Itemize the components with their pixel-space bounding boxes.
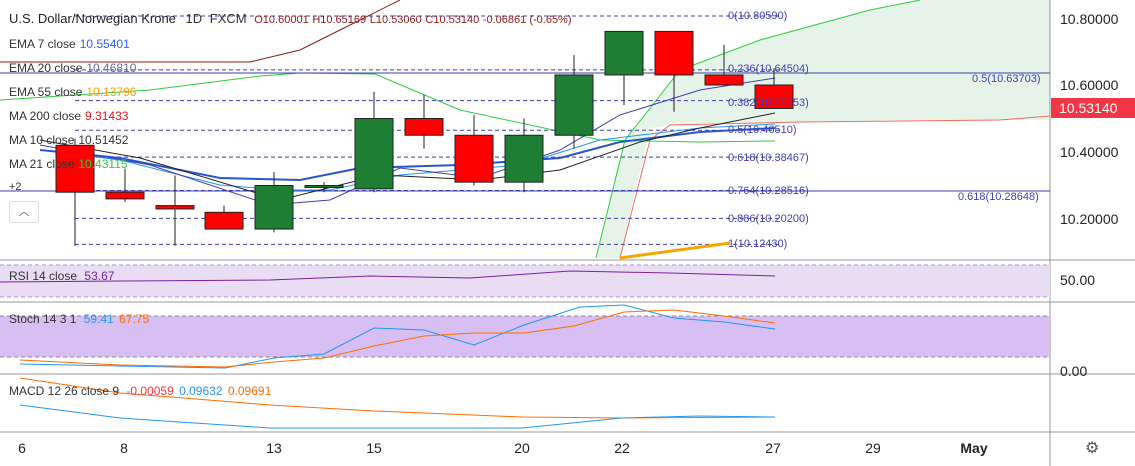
candle-body (454, 134, 494, 183)
gear-icon[interactable]: ⚙ (1085, 440, 1100, 457)
candle-body (254, 185, 294, 230)
rsi-value: 53.67 (84, 269, 115, 283)
time-tick: 22 (614, 440, 630, 456)
indicator-name: EMA 55 close (9, 85, 83, 99)
cloud-edge-red (619, 115, 1051, 259)
symbol-name[interactable]: U.S. Dollar/Norwegian Krone (9, 11, 176, 26)
macd-hist-value: -0.00059 (126, 384, 174, 398)
source: FXCM (209, 11, 247, 26)
time-tick: 27 (765, 440, 781, 456)
indicator-value: 10.46810 (86, 61, 137, 75)
indicator-name: EMA 20 close (9, 61, 83, 75)
fib-level-label: 0.886(10.20200) (728, 213, 809, 225)
fib-right-label: 0.5(10.63703) (972, 73, 1041, 85)
hidden-indicators-count[interactable]: +2 (9, 181, 22, 193)
fib-level-label: 0.764(10.28516) (728, 185, 809, 197)
indicator-value: 10.43115 (78, 157, 128, 171)
rsi-legend: RSI 14 close 53.67 (9, 269, 114, 283)
candle-body (504, 134, 544, 183)
indicator-legend-row[interactable]: MA 21 close 10.43115 (9, 157, 132, 171)
collapse-legend-button[interactable]: ︿ (9, 201, 39, 223)
stoch-k-value: 59.41 (83, 312, 114, 326)
candle-body (204, 211, 244, 230)
chart-header: U.S. Dollar/Norwegian Krone 1D FXCM O10.… (9, 11, 572, 26)
stoch-legend: Stoch 14 3 1 59.41 67.75 (9, 312, 149, 326)
price-tick: 10.20000 (1060, 211, 1119, 227)
rsi-line (0, 270, 776, 283)
close-value: C10.53140 (425, 14, 480, 26)
open-value: O10.60001 (254, 14, 309, 26)
rsi-axis-tick: 50.00 (1060, 272, 1096, 288)
time-tick: May (960, 440, 988, 456)
candle-body (354, 118, 394, 190)
cloud-edge-green (595, 0, 921, 259)
price-tick: 10.60000 (1060, 77, 1119, 93)
price-tick: 10.80000 (1060, 11, 1119, 27)
fib-level-label: 0.5(10.46510) (728, 124, 797, 136)
indicator-legend-row[interactable]: EMA 7 close 10.55401 (9, 37, 134, 51)
indicator-legend-row[interactable]: MA 10 close 10.51452 (9, 133, 132, 147)
ma21-line (0, 72, 776, 143)
price-tick: 10.40000 (1060, 144, 1119, 160)
fib-level-label: 0(10.80590) (728, 10, 788, 22)
indicator-name: EMA 7 close (9, 37, 76, 51)
stoch-label[interactable]: Stoch 14 3 1 (9, 312, 77, 326)
indicator-value: 10.13796 (86, 85, 137, 99)
macd-axis-tick: 0.00 (1060, 363, 1088, 379)
time-tick: 13 (266, 440, 282, 456)
candle-body (55, 144, 95, 193)
macd-signal-value: 0.09691 (227, 384, 272, 398)
candle-body (404, 118, 444, 136)
indicator-name: MA 200 close (9, 109, 82, 123)
indicator-value: 10.55401 (79, 37, 130, 51)
macd-legend: MACD 12 26 close 9 -0.00059 0.09632 0.09… (9, 384, 271, 398)
stoch-d-line (19, 309, 776, 368)
candle-body (654, 30, 694, 76)
high-value: H10.65169 (312, 14, 367, 26)
stoch-d-value: 67.75 (119, 312, 150, 326)
indicator-value: 9.31433 (85, 109, 129, 123)
ema55-orange-line (619, 241, 731, 260)
candle-body (105, 191, 145, 200)
chevron-up-icon: ︿ (18, 206, 30, 218)
time-tick: 29 (865, 440, 881, 456)
ma200-line (0, 0, 401, 63)
ema20-line (39, 77, 776, 206)
candle-body (604, 30, 644, 76)
change-value: -0.06861 (-0.65%) (482, 14, 572, 26)
macd-value: 0.09632 (179, 384, 223, 398)
candle-body (304, 185, 344, 188)
indicator-legend-row[interactable]: EMA 55 close 10.13796 (9, 85, 140, 99)
candle-body (554, 74, 594, 136)
indicator-legend-row[interactable]: EMA 20 close 10.46810 (9, 61, 140, 75)
indicator-legend-row[interactable]: MA 200 close 9.31433 (9, 109, 132, 123)
fib-right-label: 0.618(10.28648) (958, 191, 1039, 203)
indicator-name: MA 21 close (9, 157, 75, 171)
fib-level-label: 0.382(10.55353) (728, 97, 809, 109)
fib-level-label: 1(10.12430) (728, 238, 788, 250)
indicator-value: 10.51452 (78, 133, 129, 147)
cloud-area (596, 0, 1050, 258)
interval[interactable]: 1D (185, 11, 203, 26)
indicator-name: MA 10 close (9, 133, 75, 147)
candle-body (704, 74, 744, 86)
time-tick: 6 (18, 440, 26, 456)
fib-level-label: 0.236(10.64504) (728, 63, 809, 75)
last-price-tag: 10.53140 (1051, 98, 1135, 118)
macd-line (19, 404, 776, 429)
fib-level-label: 0.618(10.38467) (728, 152, 809, 164)
candle-body (155, 205, 195, 210)
stoch-band (0, 316, 1050, 357)
time-tick: 20 (514, 440, 530, 456)
candle-body (754, 84, 794, 109)
low-value: L10.53060 (369, 14, 422, 26)
time-tick: 15 (366, 440, 382, 456)
rsi-label[interactable]: RSI 14 close (9, 269, 78, 283)
time-tick: 8 (120, 440, 128, 456)
macd-label[interactable]: MACD 12 26 close 9 (9, 384, 120, 398)
